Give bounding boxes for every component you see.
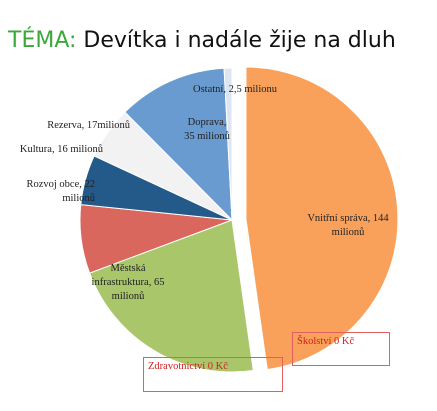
slice-label: Rozvoj obce, 22 milionů	[26, 179, 95, 204]
slice-label: Městská infrastruktura, 65 milionů	[91, 263, 165, 302]
slice-label: Rezerva, 17milionů	[47, 120, 130, 131]
pie-slice	[245, 66, 399, 371]
chart-title: Devítka i nadále žije na dluh	[83, 28, 396, 53]
boxed-label: Školství 0 Kč	[292, 332, 390, 366]
boxed-label: Zdravotnictví 0 Kč	[143, 357, 283, 392]
title: TÉMA: Devítka i nadále žije na dluh	[8, 28, 396, 53]
title-prefix: TÉMA:	[8, 28, 77, 53]
slice-label: Kultura, 16 milionů	[19, 144, 103, 155]
slice-label: Ostatní, 2,5 milionu	[193, 84, 277, 95]
slice-label: Doprava, 35 milionů	[184, 117, 230, 142]
slice-label: Vnitřní správa, 144 milionů	[307, 213, 389, 238]
pie-slice	[124, 67, 233, 222]
